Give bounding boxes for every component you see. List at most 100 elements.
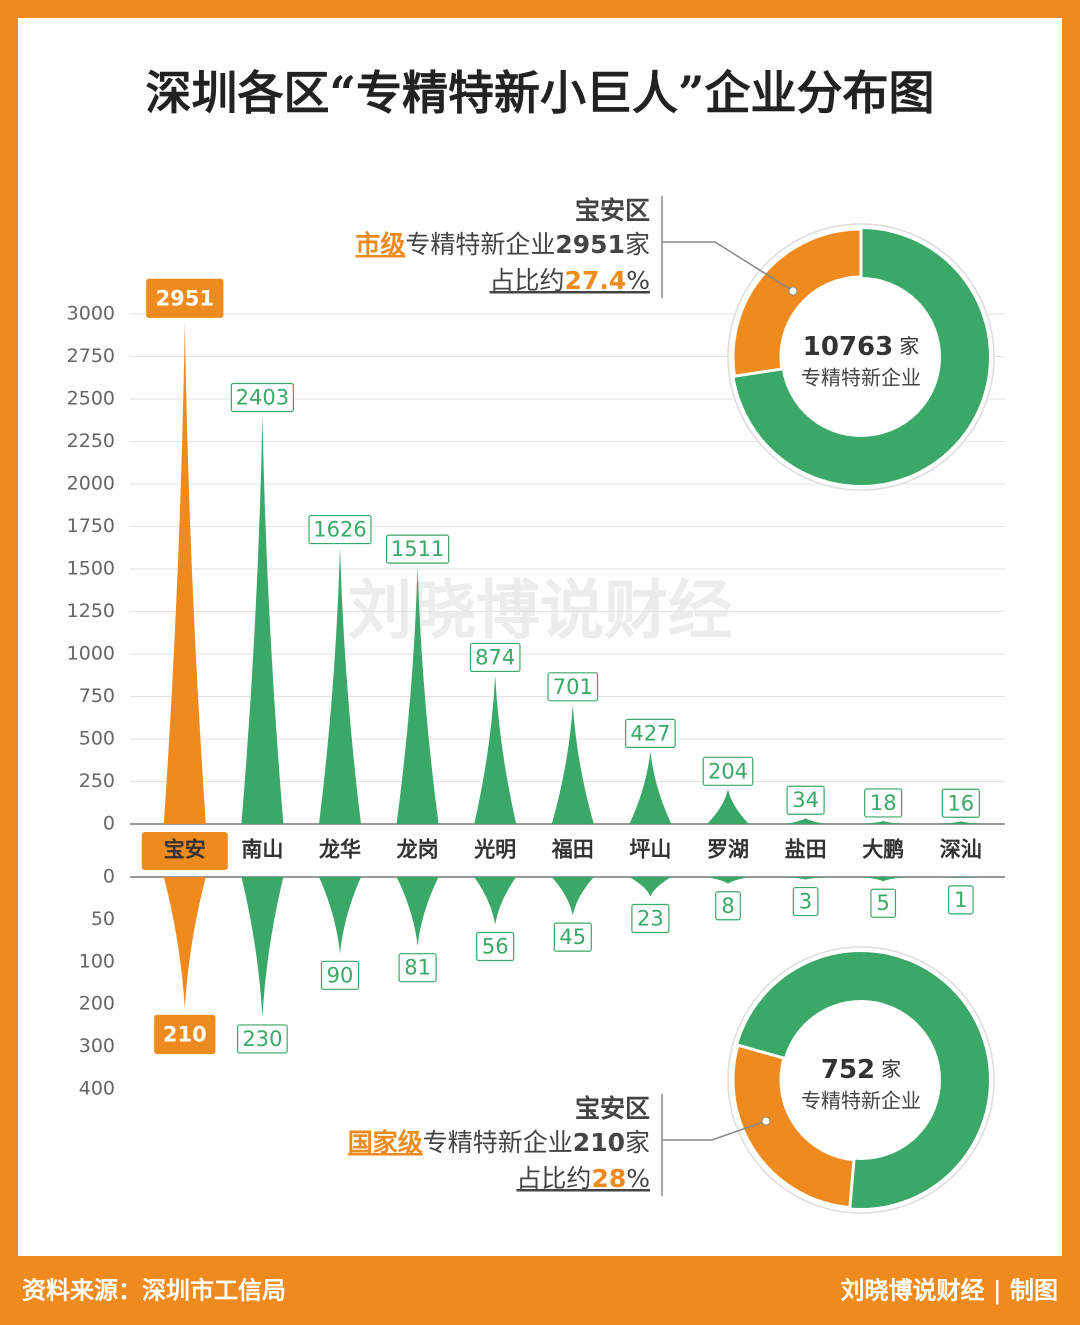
value-label: 1626 (313, 518, 366, 542)
value-label-box (702, 756, 754, 786)
spike (474, 877, 517, 925)
value-label: 204 (708, 759, 748, 783)
value-label: 1 (954, 888, 967, 912)
value-label-box (237, 1024, 288, 1054)
category-label: 光明 (473, 837, 516, 862)
y-tick-label: 100 (79, 950, 115, 972)
annotation-subject: 专精特新企业 (405, 230, 555, 259)
annotation-subject: 专精特新企业 (423, 1128, 573, 1157)
spike (474, 675, 517, 824)
value-label-box (386, 534, 450, 564)
value-label-box (146, 278, 224, 318)
value-label: 23 (637, 907, 664, 931)
y-tick-label: 0 (103, 813, 115, 835)
y-tick-label: 500 (79, 728, 115, 750)
category-label: 龙华 (319, 837, 361, 862)
category-label: 福田 (551, 837, 594, 862)
footer-credit: 刘晓博说财经 | 制图 (841, 1276, 1058, 1305)
y-tick-label: 750 (79, 685, 115, 707)
spike (551, 704, 594, 824)
y-tick-label: 400 (79, 1078, 115, 1100)
annotation-share-prefix: 占比约 (516, 1164, 591, 1193)
category-label: 盐田 (785, 837, 827, 862)
spike (707, 789, 749, 824)
annotation-share-prefix: 占比约 (490, 266, 565, 295)
value-label: 230 (242, 1027, 282, 1051)
category-label: 大鹏 (862, 837, 904, 862)
donut-slice (731, 1043, 856, 1210)
y-tick-label: 1750 (67, 515, 115, 537)
y-tick-label: 1500 (67, 558, 115, 580)
value-label: 3 (799, 890, 812, 914)
leader-dot (761, 1116, 771, 1126)
annotation-count: 210 (573, 1128, 625, 1157)
value-label: 427 (630, 721, 670, 745)
spike (862, 877, 905, 882)
y-tick-label: 2500 (67, 388, 115, 410)
annotation-share-line: 占比约28% (516, 1164, 650, 1193)
donut-total-label: 专精特新企业 (801, 1089, 921, 1113)
y-tick-label: 0 (103, 866, 115, 888)
value-label-box (715, 891, 741, 921)
spike (163, 877, 206, 1009)
value-label-box (398, 953, 437, 983)
annotation-share: 27.4 (565, 266, 627, 295)
y-tick-label: 250 (79, 770, 115, 792)
y-tick-label: 300 (79, 1035, 115, 1057)
value-label: 56 (482, 934, 509, 958)
value-label: 34 (792, 788, 819, 812)
spike (319, 877, 361, 954)
annotation-count-line: 市级专精特新企业2951家 (355, 230, 650, 259)
value-label-box (870, 888, 897, 918)
category-label: 坪山 (629, 837, 671, 862)
value-label-box (625, 718, 676, 749)
spike (241, 877, 284, 1017)
value-label-box (786, 785, 825, 815)
value-label: 2951 (156, 286, 214, 310)
value-label-box (947, 885, 974, 915)
y-tick-label: 200 (79, 993, 115, 1015)
donut-total-unit: 家 (881, 1057, 901, 1081)
donut-total: 10763 家 (803, 332, 919, 362)
spike (939, 877, 982, 878)
category-highlight (141, 832, 228, 870)
footer-source: 资料来源：深圳市工信局 (22, 1276, 286, 1305)
value-label: 210 (163, 1022, 207, 1046)
spike (707, 877, 749, 884)
value-label: 90 (327, 963, 354, 987)
value-label: 18 (870, 791, 897, 815)
leader-line (662, 241, 794, 292)
donut-total-label: 专精特新企业 (801, 366, 921, 390)
value-label-box (864, 788, 903, 818)
category-label: 宝安 (164, 837, 206, 862)
value-label: 5 (877, 891, 890, 915)
annotation-count-line: 国家级专精特新企业210家 (348, 1128, 650, 1157)
spike (163, 322, 206, 824)
donut-total-unit: 家 (899, 334, 919, 358)
value-label: 2403 (236, 385, 289, 409)
value-label: 81 (404, 956, 431, 980)
annotation-share-unit: % (626, 1164, 650, 1193)
title: 深圳各区“专精特新小巨人”企业分布图 (146, 66, 935, 120)
value-label-box (230, 382, 294, 413)
category-label: 龙岗 (397, 837, 439, 862)
y-tick-label: 2000 (67, 473, 115, 495)
annotation-count: 2951 (555, 230, 625, 259)
value-label-box (941, 788, 980, 818)
category-label: 罗湖 (707, 837, 749, 862)
annotation-count-unit: 家 (625, 1128, 650, 1157)
donut-total-value: 752 (821, 1055, 875, 1085)
leader-dot (788, 286, 798, 296)
y-tick-label: 1000 (67, 643, 115, 665)
spike (551, 877, 594, 916)
annotation-share-unit: % (626, 266, 650, 295)
annotation-count-unit: 家 (625, 230, 650, 259)
annotation-level: 市级 (355, 230, 405, 259)
donut-total: 752 家 (821, 1055, 901, 1085)
value-label-box (469, 642, 521, 673)
annotation-share: 28 (591, 1164, 626, 1193)
annotation-level: 国家级 (348, 1128, 423, 1157)
category-label: 南山 (241, 837, 283, 862)
value-label-box (553, 922, 592, 952)
